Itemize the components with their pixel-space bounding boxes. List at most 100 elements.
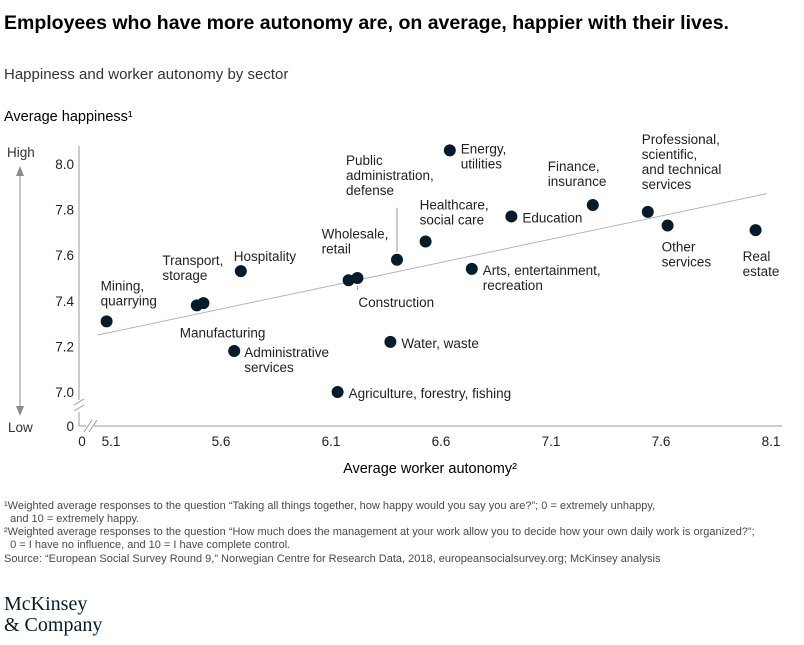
data-point — [443, 144, 456, 157]
data-point-label-line: insurance — [548, 174, 607, 189]
footnote-2-line-1: ²Weighted average responses to the quest… — [4, 526, 755, 538]
data-point-label-line: Administrative — [244, 345, 329, 360]
chart-subtitle: Happiness and worker autonomy by sector — [4, 66, 289, 83]
x-tick-label: 6.1 — [322, 434, 341, 449]
data-point-label-line: Agriculture, forestry, fishing — [349, 386, 512, 401]
data-point-label: Finance, insurance — [548, 159, 607, 189]
y-low-label: Low — [8, 420, 33, 435]
footnote-2: ²Weighted average responses to the quest… — [4, 526, 755, 552]
data-point-label-line: retail — [322, 241, 351, 256]
y-high-label: High — [7, 145, 35, 160]
data-point-label-line: quarrying — [101, 293, 157, 308]
x-tick-label: 7.1 — [542, 434, 561, 449]
source-note: Source: “European Social Survey Round 9,… — [4, 553, 661, 565]
mckinsey-logo: McKinsey & Company — [4, 594, 102, 636]
data-point-label: Mining, quarrying — [101, 278, 157, 308]
y-tick-label: 7.4 — [55, 294, 74, 309]
data-point-label: Construction — [358, 295, 434, 310]
y-axis-break-gap — [75, 400, 83, 412]
data-point-label-line: Other — [662, 240, 696, 255]
x-tick-label-zero: 0 — [78, 434, 86, 449]
data-point-label-line: storage — [162, 268, 207, 283]
data-point-label: Agriculture, forestry, fishing — [349, 386, 512, 401]
data-point-label-line: Public — [346, 153, 383, 168]
data-point-label: Energy, utilities — [461, 141, 507, 171]
data-point-label-line: Wholesale, — [322, 226, 389, 241]
logo-line-2: & Company — [4, 614, 103, 636]
data-point-label: Arts, entertainment, recreation — [483, 263, 601, 293]
data-point — [641, 205, 654, 218]
data-point-label-line: Water, waste — [401, 336, 479, 351]
data-point-label-line: administration, — [346, 168, 434, 183]
data-point — [228, 344, 241, 357]
data-point-label: Other services — [662, 240, 712, 270]
data-point — [197, 297, 210, 310]
data-point-label-line: services — [642, 177, 692, 192]
data-point-label-line: Construction — [358, 295, 434, 310]
trend-line — [97, 193, 767, 336]
data-point-label-line: defense — [346, 183, 394, 198]
x-tick-label: 5.6 — [212, 434, 231, 449]
data-point-label: Healthcare, social care — [420, 198, 489, 228]
data-point — [351, 272, 364, 284]
y-axis-title: Average happiness¹ — [4, 109, 133, 125]
data-point-label-line: services — [662, 255, 712, 270]
x-axis-break-mark — [88, 419, 98, 433]
data-point-label-line: Manufacturing — [180, 325, 266, 340]
data-point-label-line: Real — [743, 249, 771, 264]
data-point — [419, 235, 432, 248]
x-tick-label: 8.1 — [762, 434, 781, 449]
data-point — [465, 262, 478, 275]
footnote-1-line-2: and 10 = extremely happy. — [4, 513, 140, 525]
data-point — [661, 219, 674, 232]
data-point — [234, 265, 247, 278]
x-tick-label: 7.6 — [652, 434, 671, 449]
data-point-label-line: Education — [522, 210, 582, 225]
x-axis-break-mark — [83, 419, 93, 433]
data-point-label: Administrative services — [244, 345, 329, 375]
data-point — [384, 335, 397, 348]
x-tick-label: 5.1 — [102, 434, 121, 449]
y-axis-break-mark — [73, 398, 85, 406]
data-point — [331, 386, 344, 398]
data-point-label-line: and technical — [642, 162, 722, 177]
data-point-label-line: Energy, — [461, 141, 507, 156]
data-point-label-line: Arts, entertainment, — [483, 263, 601, 278]
footnote-2-line-2: 0 = I have no influence, and 10 = I have… — [4, 539, 291, 551]
scatter-chart: High Low 8.0 7.8 7.6 7.4 7.2 7.0 0 5.1 5.6 6.1 6.6 7.… — [7, 132, 782, 449]
data-point-label-line: Healthcare, — [420, 198, 489, 213]
data-point-label-line: Mining, — [101, 278, 145, 293]
data-point-label-line: social care — [420, 213, 485, 228]
data-point-label: Hospitality — [234, 249, 297, 264]
data-point — [391, 253, 403, 266]
data-point — [505, 210, 518, 223]
data-point-label: Professional, scientific, and technical ser… — [642, 132, 722, 192]
data-point-label: Water, waste — [401, 336, 479, 351]
y-arrow-down-head — [16, 406, 24, 416]
data-point-label-line: utilities — [461, 156, 503, 171]
data-point-label-line: Transport, — [162, 253, 223, 268]
x-axis-title: Average worker autonomy² — [343, 461, 517, 477]
data-point-label: Manufacturing — [180, 325, 266, 340]
footnote-1-line-1: ¹Weighted average responses to the quest… — [4, 500, 656, 512]
data-point-label-line: estate — [743, 264, 780, 279]
y-tick-label: 8.0 — [55, 157, 74, 172]
logo-line-1: McKinsey — [4, 593, 88, 615]
data-point-label-line: recreation — [483, 278, 543, 293]
x-tick-label: 6.6 — [432, 434, 451, 449]
data-point-label: Public administration, defense — [346, 153, 434, 198]
data-point-label-line: Hospitality — [234, 249, 297, 264]
y-tick-label: 7.6 — [55, 248, 74, 263]
data-point — [749, 224, 762, 237]
x-axis-break-gap — [86, 422, 94, 430]
data-point-label: Transport, storage — [162, 253, 223, 283]
y-axis-break-mark — [73, 404, 85, 412]
y-arrow-up-head — [16, 166, 24, 176]
y-tick-label: 7.2 — [55, 339, 74, 354]
chart-title: Employees who have more autonomy are, on… — [4, 12, 729, 34]
y-tick-label: 7.0 — [55, 385, 74, 400]
data-point-label: Education — [522, 210, 582, 225]
data-point-label-line: scientific, — [642, 147, 698, 162]
data-point-label-line: Finance, — [548, 159, 600, 174]
data-point-label-line: services — [244, 360, 294, 375]
